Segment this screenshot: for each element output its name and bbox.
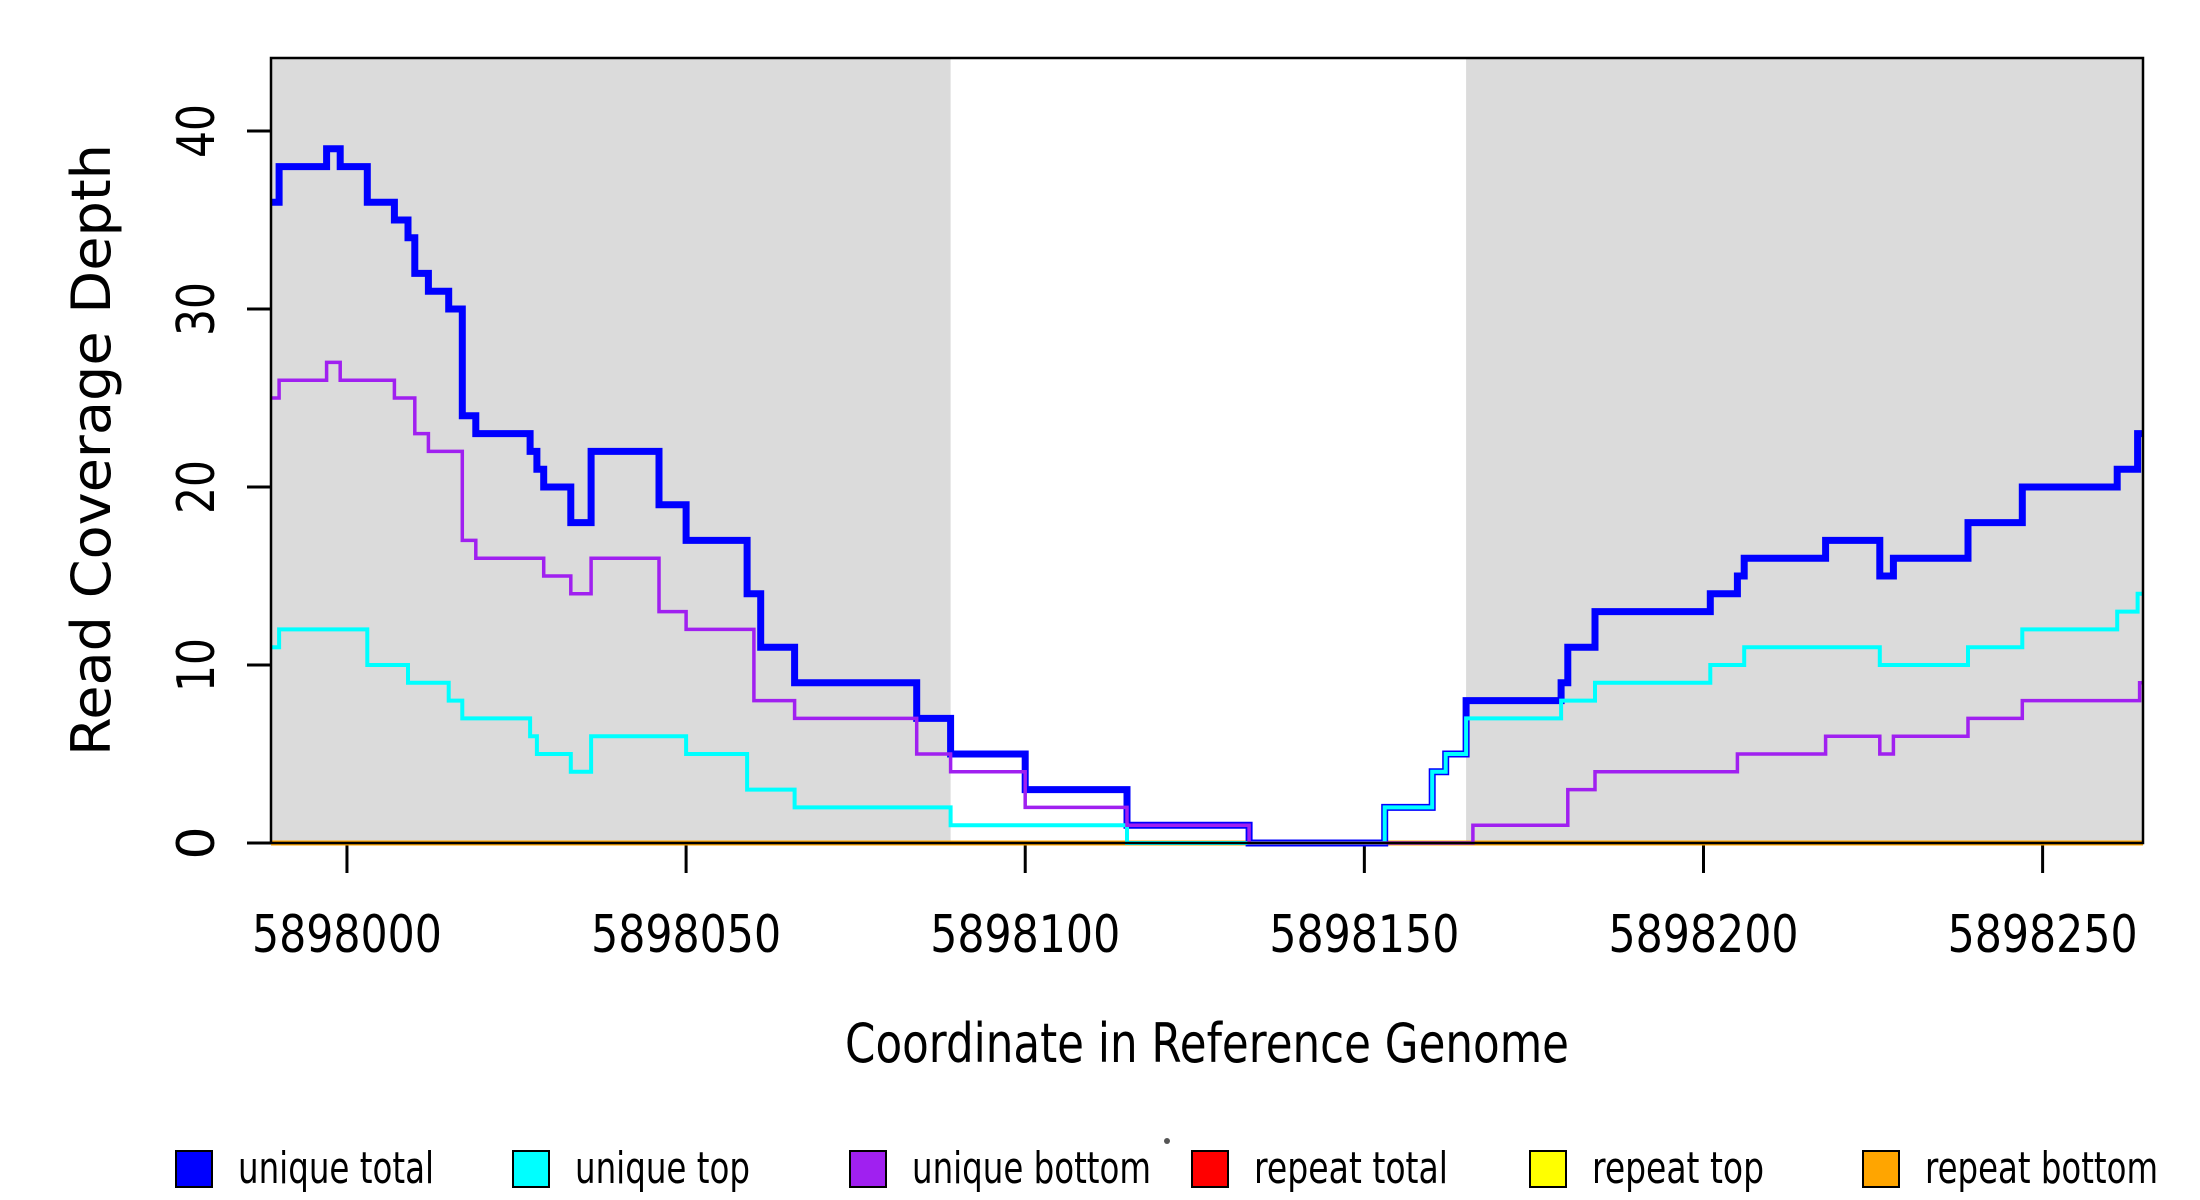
x-tick-label: 5898200 (1608, 905, 1798, 965)
series-line-unique-bottom (271, 360, 2143, 845)
x-axis-label: Coordinate in Reference Genome (845, 1012, 1569, 1075)
legend-label-unique-bottom: unique bottom (912, 1143, 1151, 1194)
y-tick-label: 10 (167, 638, 227, 692)
legend-swatch-repeat-bottom (1862, 1150, 1900, 1188)
legend-swatch-repeat-total (1191, 1150, 1229, 1188)
series-line-unique-top (271, 591, 2143, 845)
x-tick-label: 5898150 (1269, 905, 1459, 965)
x-tick-label: 5898000 (252, 905, 442, 965)
x-tick-label: 5898050 (591, 905, 781, 965)
y-tick-label: 0 (167, 826, 227, 859)
legend-label-repeat-bottom: repeat bottom (1925, 1143, 2158, 1194)
y-tick-label: 30 (167, 282, 227, 336)
legend-label-repeat-total: repeat total (1254, 1143, 1448, 1194)
y-tick-label: 20 (167, 460, 227, 514)
x-tick-label: 5898250 (1948, 905, 2138, 965)
plot-border (269, 56, 2145, 845)
legend-swatch-repeat-top (1529, 1150, 1567, 1188)
legend-label-unique-total: unique total (238, 1143, 434, 1194)
legend-swatch-unique-bottom (849, 1150, 887, 1188)
x-tick-label: 5898100 (930, 905, 1120, 965)
y-tick-label: 40 (167, 104, 227, 158)
series-line-unique-total (271, 145, 2143, 847)
legend-label-unique-top: unique top (575, 1143, 750, 1194)
legend-swatch-unique-total (175, 1150, 213, 1188)
legend-swatch-unique-top (512, 1150, 550, 1188)
y-axis-label: Read Coverage Depth (60, 144, 123, 756)
right-shaded-region (1466, 58, 2143, 843)
stray-dot-artifact (1164, 1138, 1170, 1144)
legend-label-repeat-top: repeat top (1592, 1143, 1764, 1194)
